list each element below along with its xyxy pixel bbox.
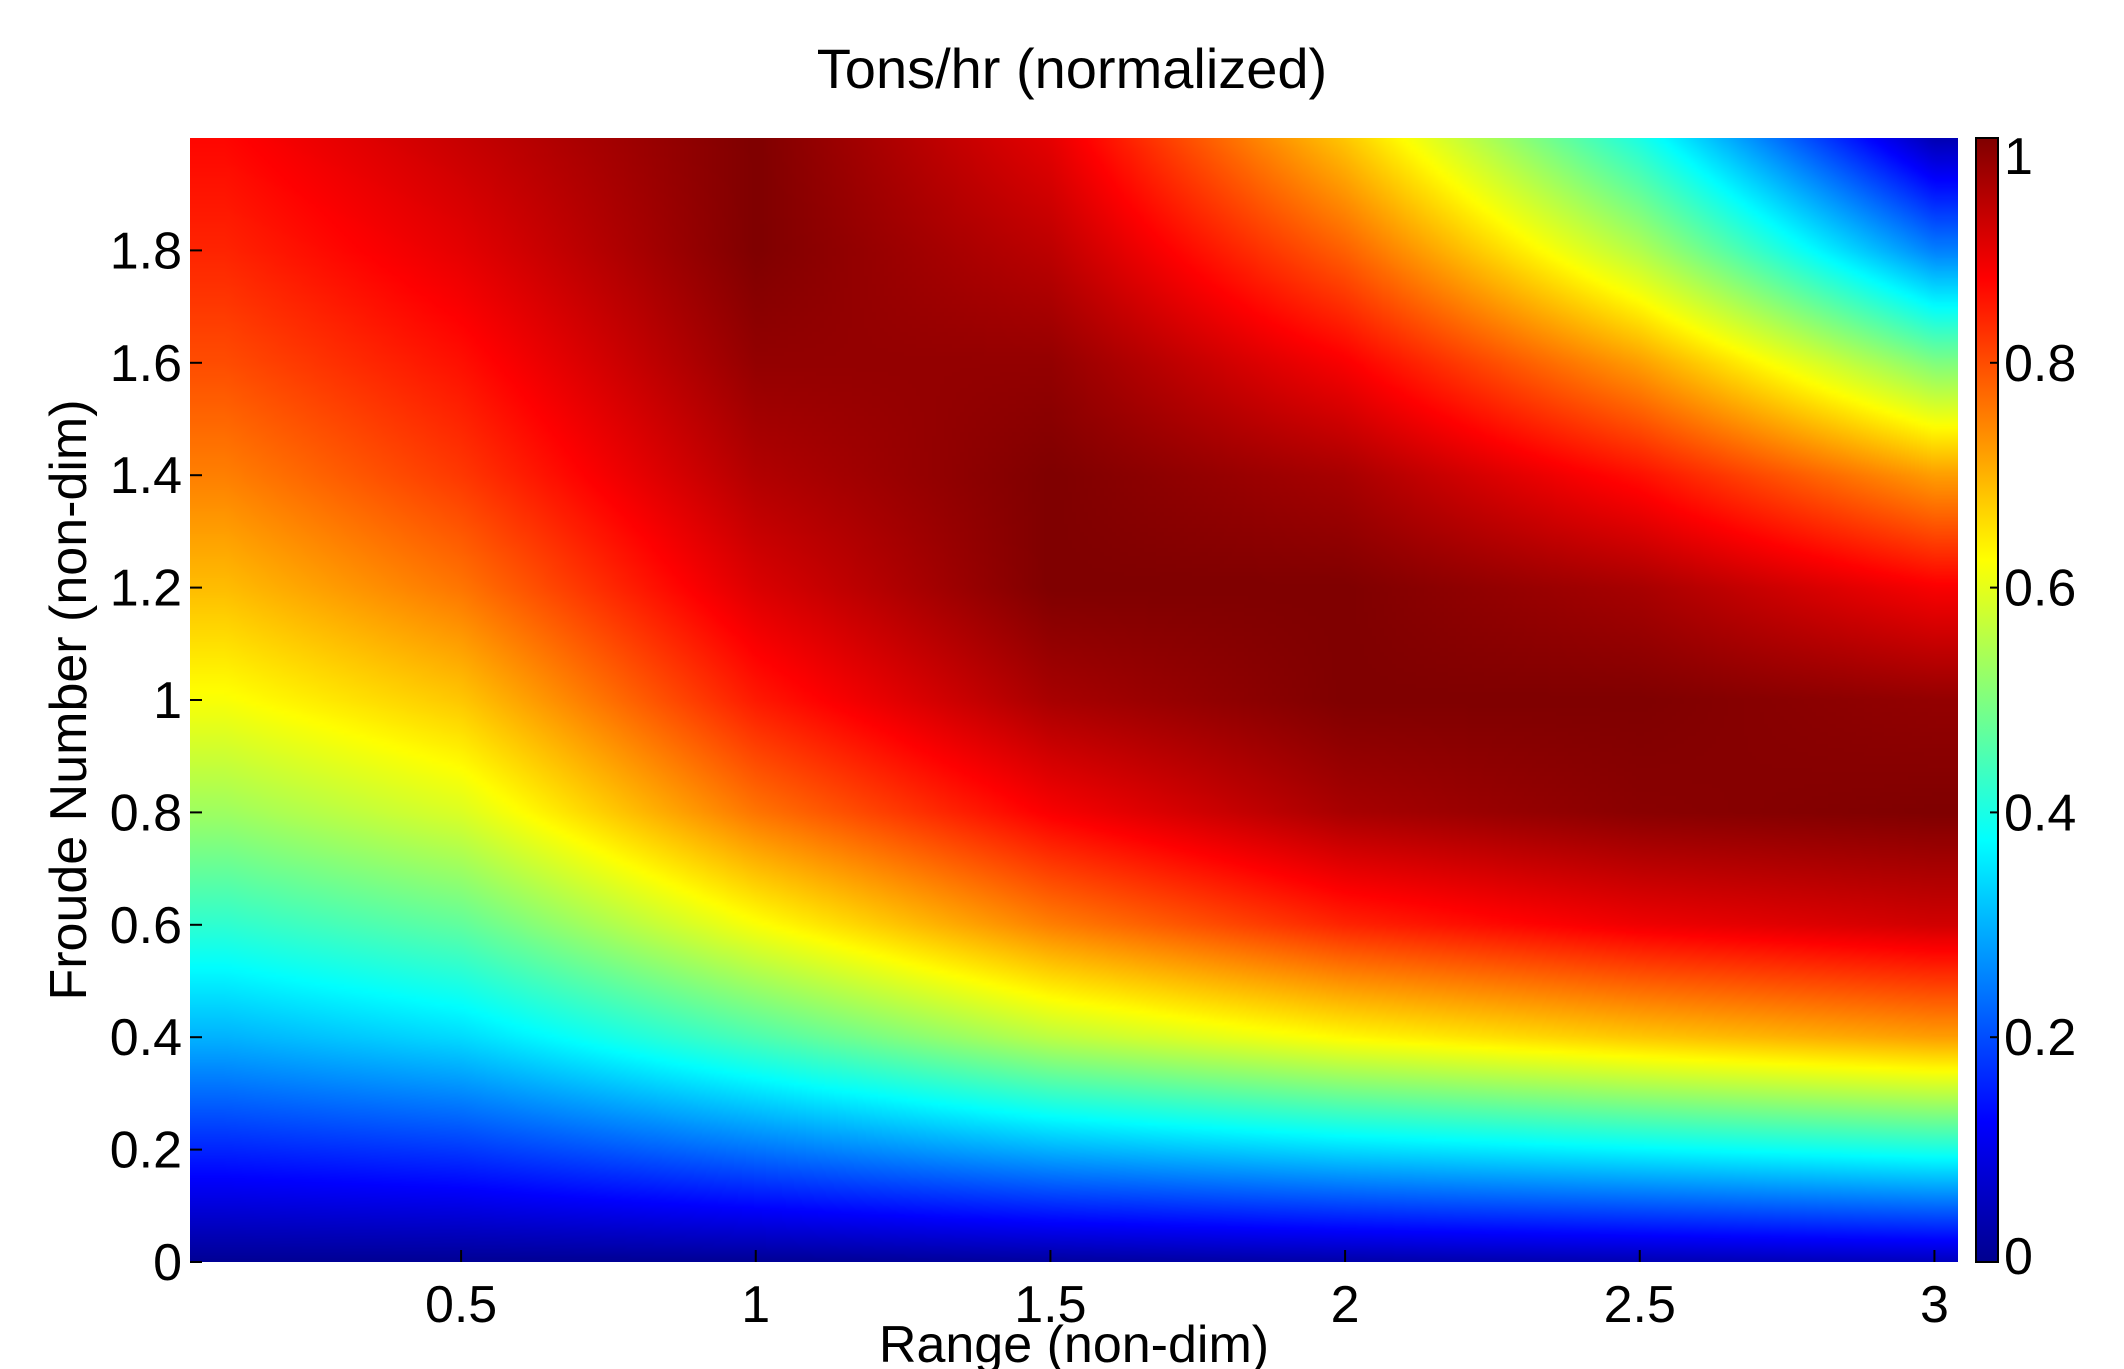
y-tick-label: 0.2 (110, 1122, 182, 1180)
colorbar-tick-label: 0.6 (2004, 560, 2076, 618)
plot-area (190, 138, 1958, 1262)
y-tick-label: 1.6 (110, 335, 182, 393)
colorbar: 0 0.2 0.4 0.6 0.8 1 (1975, 128, 2076, 1286)
x-tick-label: 1 (741, 1276, 770, 1334)
x-axis-label: Range (non-dim) (879, 1316, 1269, 1369)
x-tick-label: 0.5 (425, 1276, 497, 1334)
y-tick-label: 0.8 (110, 784, 182, 842)
y-tick-label: 0 (153, 1234, 182, 1292)
x-axis-ticks: 0.5 1 1.5 2 2.5 3 (425, 1250, 1949, 1334)
y-axis-label: Froude Number (non-dim) (40, 399, 98, 1000)
x-tick-label: 3 (1920, 1276, 1949, 1334)
x-tick-label: 1.5 (1014, 1276, 1086, 1334)
colorbar-tick-label: 1 (2004, 128, 2033, 186)
y-axis-ticks: 0 0.2 0.4 0.6 0.8 1 1.2 1.4 1.6 1.8 (110, 222, 202, 1292)
x-tick-label: 2.5 (1604, 1276, 1676, 1334)
colorbar-tick-label: 0.8 (2004, 335, 2076, 393)
y-tick-label: 1 (153, 672, 182, 730)
y-tick-label: 0.6 (110, 897, 182, 955)
y-tick-label: 0.4 (110, 1009, 182, 1067)
y-tick-label: 1.4 (110, 447, 182, 505)
colorbar-gradient (1975, 137, 1999, 1263)
colorbar-ticks: 0 0.2 0.4 0.6 0.8 1 (1990, 128, 2076, 1286)
y-tick-label: 1.2 (110, 560, 182, 618)
colorbar-tick-label: 0 (2004, 1228, 2033, 1286)
colorbar-tick-label: 0.2 (2004, 1009, 2076, 1067)
heatmap-field (190, 138, 1958, 1262)
colorbar-tick-label: 0.4 (2004, 784, 2076, 842)
chart-title: Tons/hr (normalized) (817, 37, 1327, 100)
x-tick-label: 2 (1331, 1276, 1360, 1334)
y-tick-label: 1.8 (110, 222, 182, 280)
